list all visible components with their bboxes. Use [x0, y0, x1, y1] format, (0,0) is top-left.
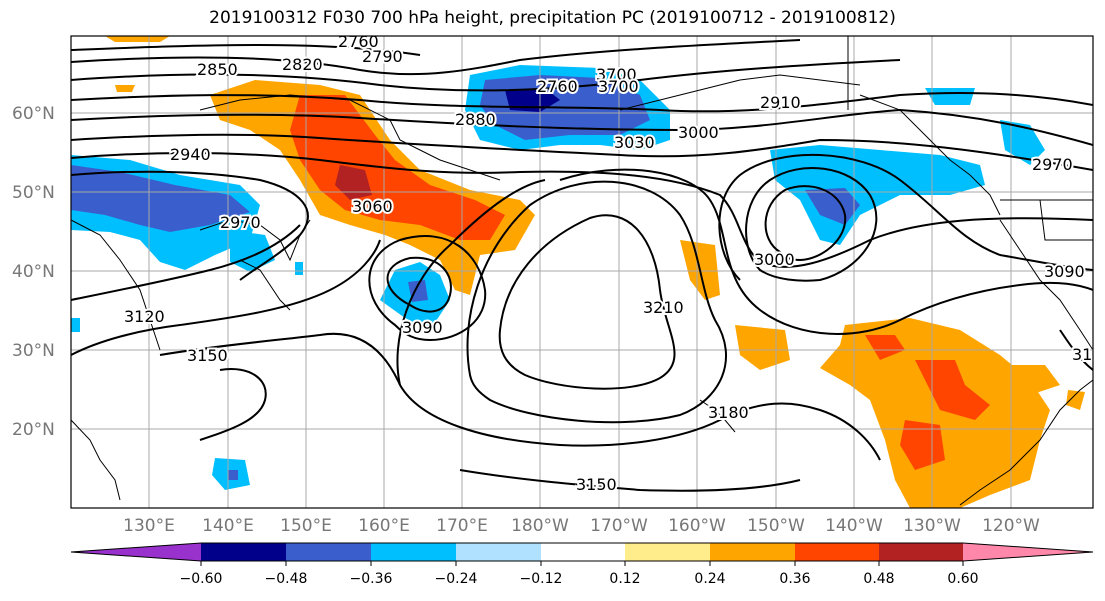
positive-anomaly-region — [820, 318, 1050, 508]
positive-anomaly-region — [1005, 365, 1085, 410]
colorbar-segment — [371, 543, 456, 561]
contour-label: 3090 — [1044, 262, 1085, 281]
colorbar-extend-high — [963, 543, 1093, 561]
contour-label: 2790 — [362, 47, 403, 66]
negative-anomaly-region — [925, 88, 1045, 165]
colorbar-tick-labels: −0.60 −0.48 −0.36 −0.24 −0.12 0.12 0.24 … — [180, 571, 979, 587]
colorbar-tick-label: 0.12 — [609, 571, 640, 587]
lat-label: 20°N — [12, 420, 55, 440]
contour-label: 2760 — [537, 77, 578, 96]
colorbar-tick-label: 0.48 — [863, 571, 894, 587]
lon-label: 150°W — [747, 516, 805, 536]
contour-label: 2940 — [170, 145, 211, 164]
colorbar-tick-label: −0.60 — [180, 571, 223, 587]
contour-label: 3000 — [678, 123, 719, 142]
contour-label: 3700 — [596, 65, 637, 84]
colorbar-segment — [710, 543, 795, 561]
colorbar-tick-label: −0.12 — [520, 571, 563, 587]
map-frame — [70, 35, 1094, 509]
lon-label: 160°W — [668, 516, 726, 536]
colorbar-segment — [456, 543, 541, 561]
colorbar: −0.60 −0.48 −0.36 −0.24 −0.12 0.12 0.24 … — [70, 542, 1094, 587]
colorbar-tick-label: −0.36 — [350, 571, 393, 587]
contour-label: 2970 — [220, 213, 261, 232]
contour-label: 2850 — [197, 60, 238, 79]
contour-label: 3700 — [598, 77, 639, 96]
contour-label: 3180 — [708, 403, 749, 422]
contour-label: 2910 — [760, 93, 801, 112]
lon-label: 120°W — [982, 516, 1040, 536]
contour-label: 3060 — [352, 197, 393, 216]
longitude-labels: 130°E 140°E 150°E 160°E 170°E 180°W 170°… — [123, 516, 1040, 536]
contour-label: 2970 — [1032, 155, 1073, 174]
lon-label: 140°W — [825, 516, 883, 536]
negative-anomaly-core — [71, 165, 250, 232]
colorbar-segment — [541, 543, 625, 561]
lon-label: 140°E — [202, 516, 254, 536]
lon-label: 170°W — [590, 516, 648, 536]
contour-label: 3150 — [576, 475, 617, 494]
contour-label: 3150 — [187, 346, 228, 365]
colorbar-segment — [879, 543, 963, 561]
colorbar-ticks — [200, 561, 964, 566]
contour-label: 3090 — [402, 318, 443, 337]
lon-label: 170°E — [436, 516, 488, 536]
lon-label: 150°E — [280, 516, 332, 536]
lon-label: 130°E — [123, 516, 175, 536]
negative-anomaly-core — [228, 470, 238, 480]
contour-label: 3030 — [614, 133, 655, 152]
lat-label: 40°N — [12, 262, 55, 282]
colorbar-tick-label: 0.60 — [947, 571, 978, 587]
contour-label: 3210 — [643, 298, 684, 317]
colorbar-tick-label: −0.48 — [265, 571, 308, 587]
height-contours — [71, 39, 1093, 492]
latitude-labels: 20°N 30°N 40°N 50°N 60°N — [12, 104, 55, 440]
contour-labels: 2760 2790 2850 2820 2760 3700 3700 2880 … — [122, 32, 1105, 496]
contour-label: 2820 — [282, 55, 323, 74]
coastlines — [71, 36, 1093, 506]
negative-anomaly-core — [805, 188, 860, 225]
positive-anomaly-max — [335, 165, 372, 200]
colorbar-segment — [201, 543, 286, 561]
lon-label: 160°E — [358, 516, 410, 536]
map-title: 2019100312 F030 700 hPa height, precipit… — [209, 8, 896, 28]
colorbar-tick-label: −0.24 — [435, 571, 478, 587]
negative-anomaly-region — [770, 145, 985, 245]
positive-anomaly-core — [865, 335, 990, 470]
colorbar-segment — [286, 543, 371, 561]
map-content: 2760 2790 2850 2820 2760 3700 3700 2880 … — [71, 32, 1105, 508]
contour-label: 3000 — [754, 250, 795, 269]
contour-label: 2760 — [338, 32, 379, 51]
colorbar-tick-label: 0.36 — [779, 571, 810, 587]
lat-label: 30°N — [12, 341, 55, 361]
colorbar-tick-label: 0.24 — [694, 571, 725, 587]
colorbar-segment — [625, 543, 710, 561]
lat-label: 60°N — [12, 104, 55, 124]
contour-label: 3120 — [124, 307, 165, 326]
lat-label: 50°N — [12, 183, 55, 203]
contour-label: 3180 — [1072, 345, 1105, 364]
contour-label: 2880 — [455, 110, 496, 129]
positive-anomaly-core — [290, 95, 505, 240]
lon-label: 180°W — [511, 516, 569, 536]
lon-label: 130°W — [903, 516, 961, 536]
negative-anomaly-region — [230, 230, 275, 272]
colorbar-extend-low — [71, 543, 201, 561]
colorbar-segment — [795, 543, 879, 561]
